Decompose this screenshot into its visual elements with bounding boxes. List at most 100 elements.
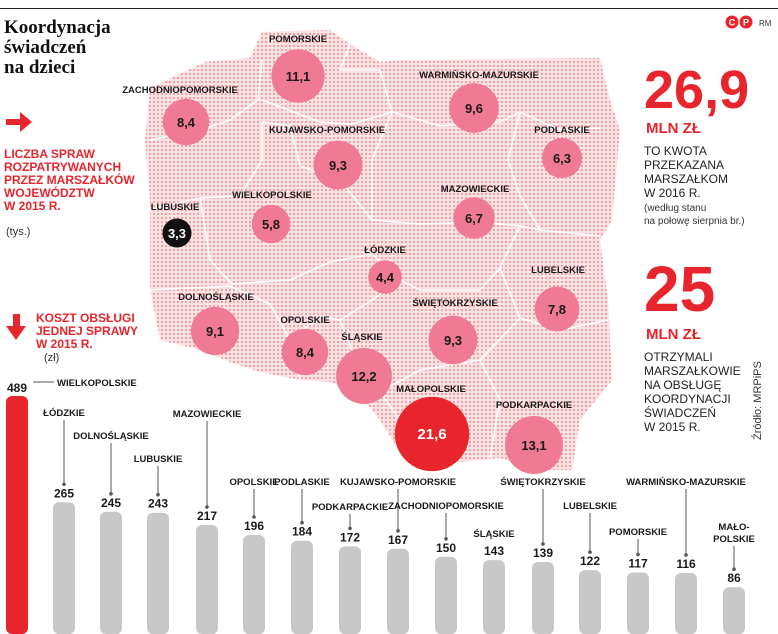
region-label: MAZOWIECKIE [441, 184, 510, 195]
region-label: ŚWIĘTOKRZYSKIE [412, 297, 497, 309]
stat2-unit: MLN ZŁ [646, 326, 701, 343]
region-label: ŚLĄSKIE [341, 331, 382, 343]
bubble-value: 9,3 [329, 158, 347, 173]
leader-dot [588, 550, 592, 554]
leader-dot [684, 553, 688, 557]
leader-dot [156, 492, 160, 497]
bar-value-label: 167 [388, 533, 408, 547]
bar-value-label: 86 [727, 571, 741, 585]
cost-legend: KOSZT OBSŁUGI JEDNEJ SPRAWY W 2015 R. [36, 312, 138, 351]
stat1-desc-line: PRZEKAZANA [644, 158, 725, 172]
leader-dot [636, 552, 640, 557]
bar-value-label: 184 [292, 525, 312, 539]
bar-kujawsko-pomorskie [387, 548, 409, 634]
leader-dot [109, 491, 113, 496]
bar-value-label: 122 [580, 554, 600, 568]
stat1-note-line: na połowę sierpnia br.) [644, 216, 745, 227]
bar-category-label: WIELKOPOLSKIE [57, 378, 137, 389]
cost-unit: (zł) [44, 352, 60, 364]
svg-text:C: C [729, 18, 736, 28]
bar-śląskie [483, 560, 505, 634]
bubble-value: 21,6 [417, 426, 446, 443]
stat1-note: (według stanu na połowę sierpnia br.) [644, 202, 745, 228]
stat2-desc-line: MARSZAŁKOWIE [644, 364, 741, 378]
bubble-value: 4,4 [376, 270, 395, 285]
bubble-value: 8,4 [296, 345, 315, 360]
stat2-desc-line: OTRZYMALI [644, 350, 713, 364]
bar-value-label: 143 [484, 544, 504, 558]
bubble-value: 9,3 [444, 333, 462, 348]
stat2-value: 25 [644, 253, 716, 325]
bubble-łódzkie [368, 260, 402, 294]
svg-text:P: P [743, 18, 749, 28]
arrow-right-icon [6, 112, 32, 132]
bubble-value: 9,6 [465, 101, 483, 116]
bar-value-label: 243 [148, 497, 168, 511]
title-line-1: Koordynacja [4, 17, 111, 38]
bar-lubelskie [579, 570, 601, 634]
map-bubbles: 11,1 POMORSKIE 8,4 ZACHODNIOPOMORSKIE 9,6 WAR… [122, 34, 590, 474]
bar-value-label: 265 [54, 486, 74, 500]
bubble-podkarpackie [505, 416, 563, 474]
region-label: LUBUSKIE [151, 202, 200, 213]
stat1-desc-line: MARSZAŁKOM [644, 172, 729, 186]
leader-dot [541, 542, 545, 546]
bubble-value: 12,2 [351, 369, 376, 384]
stat2-description: OTRZYMALI MARSZAŁKOWIE NA OBSŁUGĘ KOORDY… [644, 350, 741, 434]
bar-category-label: MAZOWIECKIE [173, 409, 242, 420]
leader-dot [252, 515, 256, 519]
bar-category-label: LUBELSKIE [563, 501, 617, 512]
bar-category-label: POLSKIE [713, 534, 755, 545]
region-label: POMORSKIE [269, 34, 327, 45]
bar-mało-polskie [723, 587, 745, 634]
stat1-unit: MLN ZŁ [646, 120, 701, 137]
cases-legend-line: PRZEZ MARSZAŁKÓW [4, 173, 135, 187]
region-label: PODKARPACKIE [496, 400, 572, 411]
cost-bars: 489 WIELKOPOLSKIE 265 ŁÓDZKIE 245 DOLNOŚLĄSKI… [6, 378, 755, 634]
bubble-świętokrzyskie [428, 315, 478, 365]
bar-value-label: 117 [628, 556, 648, 570]
page-title: Koordynacja świadczeń na dzieci [4, 18, 144, 78]
bar-zachodniopomorskie [435, 556, 457, 634]
cases-legend: LICZBA SPRAW ROZPATRYWANYCH PRZEZ MARSZA… [4, 148, 135, 213]
bar-value-label: 196 [244, 519, 264, 533]
bar-category-label: LUBUSKIE [134, 454, 183, 465]
bubble-value: 3,3 [168, 226, 186, 241]
bar-świętokrzyskie [532, 562, 554, 634]
bar-value-label: 139 [533, 546, 553, 560]
bubble-zachodniopomorskie [162, 98, 210, 146]
bar-category-label: ŚLĄSKIE [473, 528, 514, 540]
publisher-logo: C P RM [725, 14, 778, 30]
bubble-kujawsko-pomorskie [313, 140, 363, 190]
cases-unit: (tys.) [6, 226, 31, 238]
region-label: PODLASKIE [534, 125, 589, 136]
bubble-value: 6,7 [465, 211, 483, 226]
bar-category-label: DOLNOŚLĄSKIE [73, 430, 148, 442]
cost-legend-line: W 2015 R. [36, 337, 93, 351]
map-outline [145, 30, 620, 470]
bar-category-label: OPOLSKIE [229, 477, 278, 488]
top-rule [0, 8, 778, 9]
bar-warmińsko-mazurskie [675, 572, 697, 634]
leader-dot [205, 505, 209, 509]
bubble-value: 5,8 [262, 217, 280, 232]
bar-łódzkie [53, 502, 75, 634]
stat1-value: 26,9 [644, 60, 750, 120]
stat1-desc-line: W 2016 R. [644, 186, 701, 200]
bar-category-label: POMORSKIE [609, 527, 667, 538]
bar-value-label: 217 [197, 509, 217, 523]
region-label: MAŁOPOLSKIE [396, 384, 466, 395]
bubble-lubuskie [162, 218, 192, 248]
region-label: ŁÓDZKIE [364, 244, 406, 256]
bubble-wielkopolskie [251, 204, 291, 244]
bar-value-label: 150 [436, 541, 456, 555]
bubble-mazowieckie [453, 197, 495, 239]
bar-category-label: KUJAWSKO-POMORSKIE [340, 477, 456, 488]
stat2-desc-line: KOORDYNACJI [644, 392, 731, 406]
region-label: LUBELSKIE [531, 265, 585, 276]
leader-dot [300, 520, 304, 525]
bubble-value: 9,1 [206, 324, 224, 339]
bar-value-label: 489 [7, 381, 27, 395]
bubble-podlaskie [541, 137, 583, 179]
